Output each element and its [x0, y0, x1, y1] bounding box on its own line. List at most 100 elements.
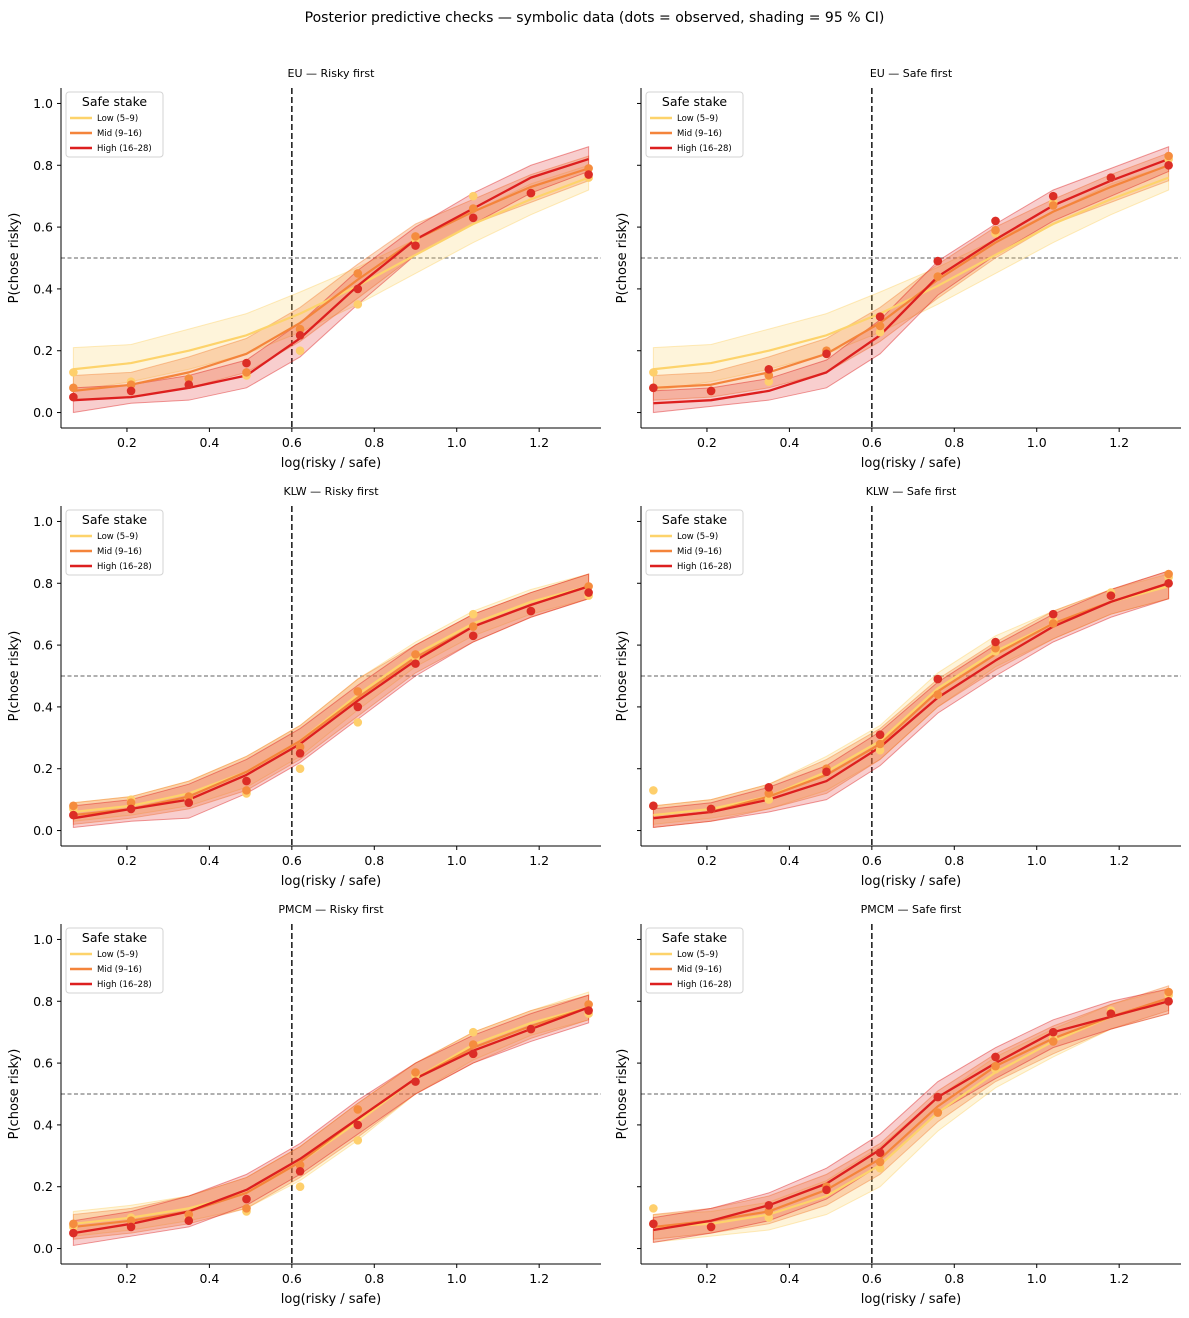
observed-point-high: [526, 606, 536, 616]
observed-point-high: [1106, 591, 1116, 600]
observed-point-high: [295, 330, 305, 340]
observed-point-high: [706, 804, 716, 814]
x-tick-label: 0.2: [697, 435, 717, 450]
observed-point-low: [875, 745, 885, 755]
observed-point-high: [353, 1120, 363, 1130]
x-tick-label: 0.4: [779, 853, 799, 868]
observed-point-mid: [126, 1216, 136, 1226]
chart-panel-4: KLW — Safe first 0.2 0.4 0.6 0.8 1.0 1.2 log(ri…: [615, 485, 1181, 889]
observed-point-mid: [184, 1210, 194, 1219]
y-tick-label: 0.0: [33, 1241, 53, 1256]
legend-box: [645, 91, 744, 158]
x-tick-label: 0.8: [364, 1271, 384, 1286]
y-tick-label: 0.4: [33, 281, 53, 296]
x-axis-label: log(risky / safe): [861, 874, 961, 889]
legend-title: Safe stake: [662, 930, 728, 945]
legend-box: [645, 927, 744, 994]
observed-point-high: [875, 730, 885, 740]
observed-point-high: [1164, 578, 1173, 588]
observed-point-low: [875, 327, 885, 337]
y-tick-label: 0.4: [33, 699, 53, 714]
observed-point-high: [933, 1092, 943, 1102]
mean-line-high: [73, 157, 589, 402]
observed-point-high: [764, 364, 774, 374]
x-tick-label: 1.2: [529, 435, 549, 450]
legend-label: Mid (9–16): [677, 129, 722, 139]
observed-point-low: [764, 1213, 774, 1222]
observed-point-mid: [764, 371, 774, 380]
observed-point-mid: [1048, 1037, 1058, 1046]
observed-point-high: [649, 801, 658, 811]
mean-line-low: [73, 585, 589, 814]
x-tick-label: 0.8: [364, 853, 384, 868]
x-tick-label: 0.4: [779, 1271, 799, 1286]
y-tick-label: 0.0: [33, 823, 53, 838]
observed-point-high: [184, 380, 194, 390]
mean-line-high: [73, 1006, 590, 1235]
observed-point-high: [411, 659, 420, 668]
observed-point-low: [295, 1182, 305, 1192]
observed-point-mid: [584, 582, 593, 591]
observed-point-mid: [875, 1157, 885, 1167]
x-tick-label: 0.2: [697, 853, 717, 868]
observed-point-high: [126, 804, 136, 814]
x-tick-label: 0.4: [779, 435, 799, 450]
observed-point-high: [875, 312, 885, 322]
legend-title: Safe stake: [82, 512, 148, 527]
panel-title: PMCM — Risky first: [278, 903, 384, 916]
observed-point-mid: [295, 324, 305, 334]
observed-point-high: [242, 1194, 251, 1204]
legend-box: [65, 91, 164, 158]
mean-line-low: [73, 1006, 589, 1225]
legend-label: Low (5–9): [677, 950, 718, 960]
chart-panel-1: EU — Risky first 0.2 0.4 0.6 0.8 1.0 1.2 0.0 0.2…: [7, 67, 601, 471]
x-tick-label: 0.4: [199, 435, 219, 450]
observed-point-mid: [411, 650, 420, 659]
x-tick-label: 0.8: [944, 853, 964, 868]
observed-point-mid: [1048, 619, 1058, 628]
y-axis-label: P(chose risky): [7, 631, 22, 722]
observed-point-high: [649, 383, 658, 393]
legend-title: Safe stake: [662, 512, 728, 527]
observed-point-mid: [295, 742, 305, 752]
chart-panel-2: EU — Safe first 0.2 0.4 0.6 0.8 1.0 1.2 log(ris…: [615, 67, 1181, 471]
x-tick-label: 0.6: [862, 435, 882, 450]
mean-line-low: [653, 1000, 1169, 1229]
observed-point-mid: [468, 1040, 478, 1049]
observed-point-mid: [584, 1000, 593, 1009]
x-tick-label: 1.0: [447, 853, 467, 868]
y-axis-label: P(chose risky): [7, 213, 22, 304]
mean-line-high: [653, 582, 1169, 820]
legend-label: Mid (9–16): [677, 965, 722, 975]
observed-point-high: [184, 798, 194, 808]
x-tick-label: 0.4: [199, 1271, 219, 1286]
observed-point-high: [1106, 173, 1116, 182]
ci-band-low: [72, 164, 590, 392]
x-axis-label: log(risky / safe): [281, 1292, 381, 1307]
x-tick-label: 1.0: [1027, 435, 1047, 450]
x-tick-label: 0.4: [199, 853, 219, 868]
x-tick-label: 0.2: [697, 1271, 717, 1286]
observed-point-low: [468, 1027, 478, 1037]
legend-box: [65, 509, 164, 576]
panel-title: EU — Risky first: [288, 67, 376, 80]
figure-title: Posterior predictive checks — symbolic d…: [305, 10, 885, 26]
observed-point-high: [1048, 1027, 1058, 1037]
mean-line-mid: [653, 582, 1169, 820]
observed-point-mid: [468, 622, 478, 631]
observed-point-high: [353, 702, 363, 712]
legend-label: Low (5–9): [97, 114, 138, 124]
observed-point-mid: [411, 232, 420, 241]
observed-point-mid: [295, 1160, 305, 1170]
x-tick-label: 1.2: [1109, 853, 1129, 868]
mean-line-mid: [73, 167, 589, 393]
observed-point-low: [353, 718, 363, 727]
x-axis-label: log(risky / safe): [861, 456, 961, 471]
legend: Safe stake Low (5–9) Mid (9–16) High (16–28…: [645, 509, 744, 576]
observed-point-mid: [991, 225, 1000, 235]
legend-label: Mid (9–16): [677, 547, 722, 557]
y-tick-label: 1.0: [33, 96, 53, 111]
chart-panel-6: PMCM — Safe first 0.2 0.4 0.6 0.8 1.0 1.2 log(r…: [615, 903, 1181, 1307]
y-tick-label: 0.6: [33, 220, 53, 235]
